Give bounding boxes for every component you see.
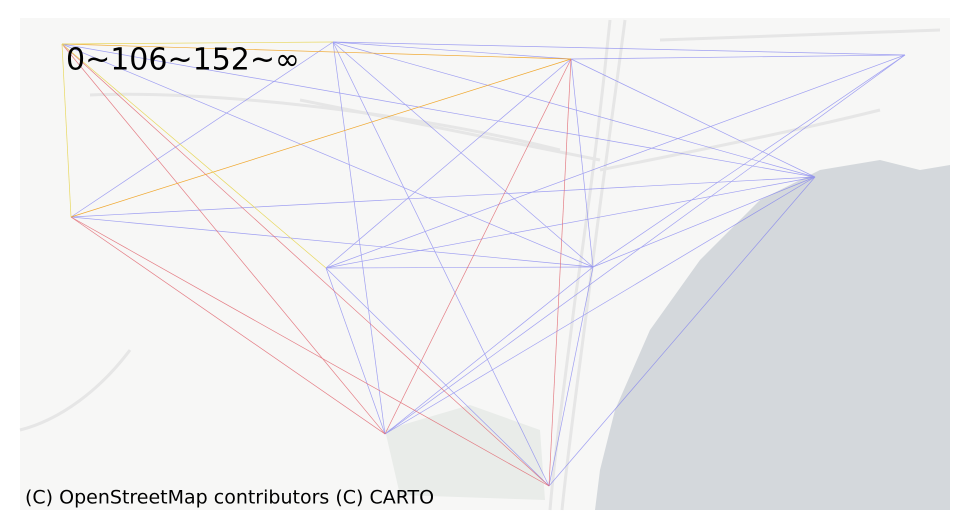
title: 0~106~152~∞ [66,43,300,78]
park [385,405,545,500]
edges [61,41,906,487]
roads [19,19,941,511]
attribution: (C) OpenStreetMap contributors (C) CARTO [25,487,434,509]
water [595,160,950,510]
